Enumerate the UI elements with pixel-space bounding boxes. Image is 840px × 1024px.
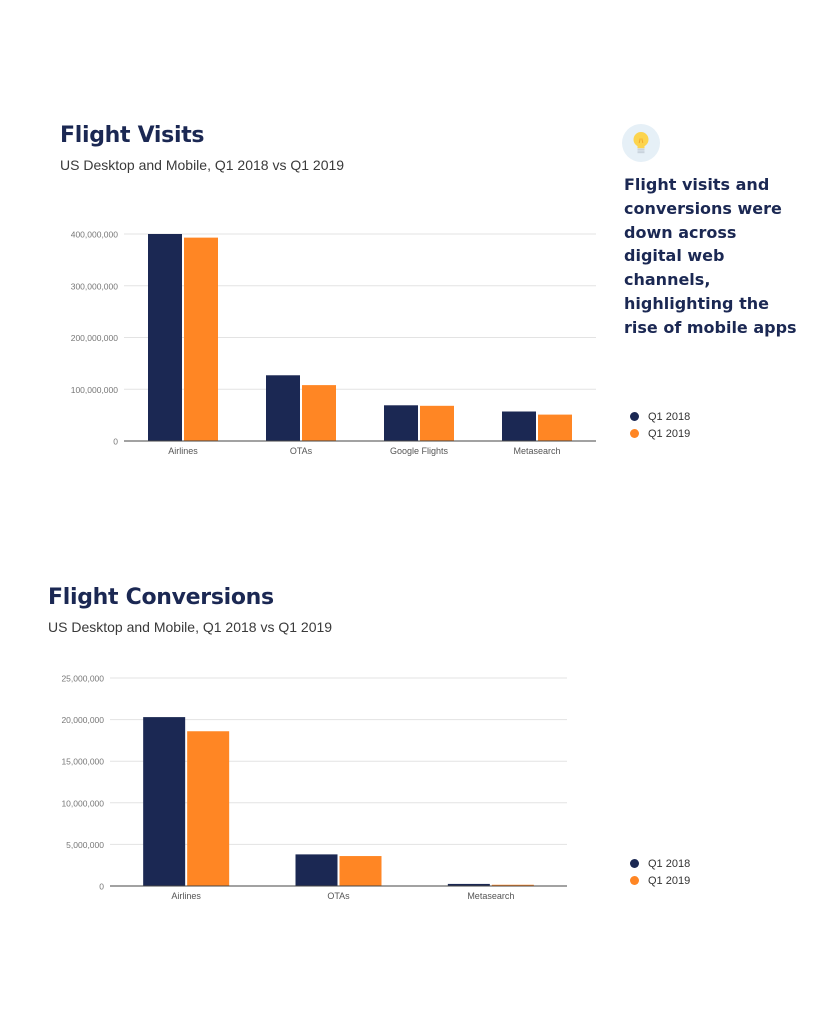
y-tick-label: 100,000,000: [71, 385, 119, 395]
bar-q1-2018: [266, 375, 300, 441]
bar-q1-2018: [143, 717, 186, 886]
x-tick-label: Metasearch: [467, 891, 514, 901]
y-tick-label: 10,000,000: [61, 798, 104, 808]
bar-q1-2018: [295, 854, 338, 886]
bar-q1-2019: [302, 385, 336, 441]
legend-dot-q1-2018: [630, 859, 639, 868]
visits-legend: Q1 2018 Q1 2019: [630, 408, 690, 442]
conversions-chart-title: Flight Conversions: [48, 585, 274, 610]
conversions-legend: Q1 2018 Q1 2019: [630, 855, 690, 889]
y-tick-label: 20,000,000: [61, 715, 104, 725]
insight-text: Flight visits and conversions were down …: [624, 175, 797, 337]
legend-label: Q1 2018: [648, 410, 691, 423]
y-tick-label: 300,000,000: [71, 281, 119, 291]
bar-q1-2019: [491, 884, 534, 886]
x-tick-label: Airlines: [171, 891, 201, 901]
bar-q1-2018: [148, 234, 182, 441]
x-tick-label: Google Flights: [390, 446, 449, 456]
bar-q1-2019: [339, 856, 382, 886]
bar-q1-2018: [384, 405, 418, 441]
x-tick-label: Metasearch: [513, 446, 560, 456]
legend-label: Q1 2019: [648, 874, 691, 887]
legend-item-q1-2018: Q1 2018: [630, 408, 690, 425]
visits-chart-title: Flight Visits: [60, 123, 205, 148]
bar-q1-2019: [184, 237, 218, 441]
y-tick-label: 400,000,000: [71, 230, 119, 240]
visits-chart-subtitle: US Desktop and Mobile, Q1 2018 vs Q1 201…: [60, 157, 345, 173]
legend-dot-q1-2019: [630, 429, 639, 438]
legend-item-q1-2019: Q1 2019: [630, 872, 690, 889]
y-tick-label: 15,000,000: [61, 757, 104, 767]
bar-q1-2018: [447, 883, 490, 886]
y-tick-label: 25,000,000: [61, 674, 104, 684]
conversions-chart-subtitle: US Desktop and Mobile, Q1 2018 vs Q1 201…: [48, 619, 333, 635]
y-tick-label: 200,000,000: [71, 333, 119, 343]
y-tick-label: 5,000,000: [66, 840, 104, 850]
legend-dot-q1-2018: [630, 412, 639, 421]
legend-dot-q1-2019: [630, 876, 639, 885]
x-tick-label: OTAs: [327, 891, 350, 901]
lightbulb-icon: [622, 124, 660, 162]
legend-label: Q1 2019: [648, 427, 691, 440]
bar-q1-2019: [420, 405, 454, 441]
y-tick-label: 0: [99, 882, 104, 892]
x-tick-label: Airlines: [168, 446, 198, 456]
legend-item-q1-2018: Q1 2018: [630, 855, 690, 872]
bar-q1-2019: [187, 731, 230, 886]
bar-q1-2018: [502, 411, 536, 441]
legend-item-q1-2019: Q1 2019: [630, 425, 690, 442]
legend-label: Q1 2018: [648, 857, 691, 870]
y-tick-label: 0: [113, 437, 118, 447]
x-tick-label: OTAs: [290, 446, 313, 456]
bar-q1-2019: [538, 414, 572, 441]
